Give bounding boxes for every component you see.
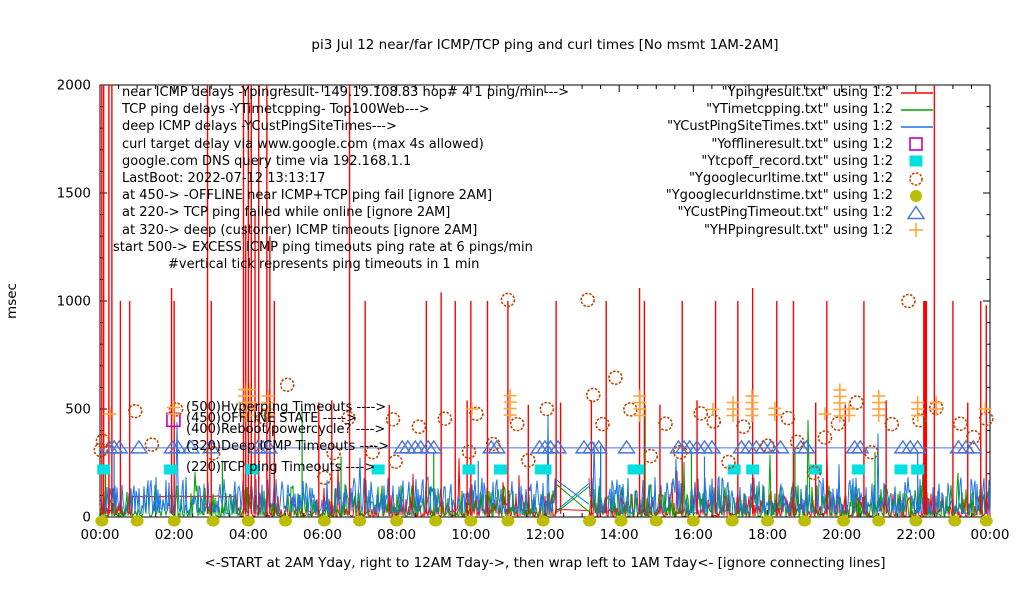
- svg-text:18:00: 18:00: [748, 527, 787, 543]
- svg-text:12:00: 12:00: [526, 527, 565, 543]
- legend-entry: "Ygooglecurltime.txt" using 1:2: [500, 170, 937, 187]
- svg-text:06:00: 06:00: [303, 527, 342, 543]
- legend-entry: "Ytcpoff_record.txt" using 1:2: [500, 153, 937, 170]
- plot-info-line: #vertical tick represents ping timeouts …: [168, 256, 480, 272]
- svg-text:02:00: 02:00: [155, 527, 194, 543]
- legend-entry: "YCustPingTimeout.txt" using 1:2: [500, 204, 937, 221]
- plot-info-line: curl target delay via www.google.com (ma…: [122, 136, 484, 152]
- legend-marker-line: [901, 108, 933, 111]
- curl-time-circles: [93, 292, 994, 485]
- svg-text:0: 0: [82, 510, 91, 526]
- plot-annotation: (220)TCP ping Timeouts ---->: [186, 460, 376, 476]
- plot-info-line: at 320-> deep (customer) ICMP timeouts […: [122, 222, 478, 238]
- plot-info-line: google.com DNS query time via 192.168.1.…: [122, 153, 412, 169]
- legend-entry: "YHPpingresult.txt" using 1:2: [500, 222, 937, 239]
- dns-time-dots: [95, 515, 993, 527]
- plot-info-line: start 500-> EXCESS ICMP ping timeouts pi…: [113, 239, 533, 255]
- legend-label: "YTimetcpping.txt" using 1:2: [706, 102, 893, 118]
- legend-marker-line: [901, 91, 933, 94]
- legend-entry: "YCustPingSiteTimes.txt" using 1:2: [500, 118, 937, 135]
- legend-label: "YHPpingresult.txt" using 1:2: [704, 222, 893, 238]
- legend-marker-triangle-open: [906, 205, 926, 220]
- plot-annotation: (500)Hyperping Timeouts ---->: [186, 400, 387, 415]
- legend-label: "Ygooglecurldnstime.txt" using 1:2: [665, 188, 893, 204]
- legend-marker-square-filled: [909, 155, 923, 167]
- tcp-offline-squares: [97, 464, 925, 475]
- svg-text:1500: 1500: [57, 186, 91, 202]
- plot-info-line: deep ICMP delays -YCustPingSiteTimes--->: [122, 119, 397, 135]
- chart-legend: "Ypingresult.txt" using 1:2 "YTimetcpping…: [500, 84, 937, 239]
- legend-label: "Ypingresult.txt" using 1:2: [721, 85, 893, 101]
- legend-label: "Ytcpoff_record.txt" using 1:2: [701, 153, 893, 169]
- legend-label: "Yofflineresult.txt" using 1:2: [711, 136, 893, 152]
- tick-labels: 0 500 1000 1500 2000 00:00 02:00 04:00 06:00 08:0…: [4, 78, 1009, 544]
- legend-marker-square-open: [909, 137, 923, 151]
- svg-text:14:00: 14:00: [600, 527, 639, 543]
- svg-text:08:00: 08:00: [377, 527, 416, 543]
- plot-info-line: near ICMP delays -Ypingresult- 149.19.10…: [122, 85, 569, 100]
- svg-text:2000: 2000: [57, 78, 91, 94]
- legend-entry: "Yofflineresult.txt" using 1:2: [500, 136, 937, 153]
- legend-label: "YCustPingTimeout.txt" using 1:2: [677, 205, 893, 221]
- plot-annotation: (450)OFFLINE STATE ----->: [186, 410, 357, 426]
- svg-text:00:00: 00:00: [81, 527, 120, 543]
- hp-ping-timeout-pluses: [103, 383, 992, 423]
- chart-title: pi3 Jul 12 near/far ICMP/TCP ping and cu…: [311, 37, 779, 53]
- legend-label: "YCustPingSiteTimes.txt" using 1:2: [667, 119, 893, 135]
- legend-label: "Ygooglecurltime.txt" using 1:2: [689, 171, 893, 187]
- legend-marker-circle-open: [909, 171, 923, 186]
- plot-info-line: TCP ping delays -YTimetcpping- Top100Web…: [122, 102, 430, 118]
- legend-entry: "Ypingresult.txt" using 1:2: [500, 84, 937, 101]
- legend-marker-circle-filled: [910, 189, 922, 202]
- legend-marker-plus: [909, 223, 923, 238]
- svg-text:16:00: 16:00: [674, 527, 713, 543]
- plot-info-block: near ICMP delays -Ypingresult- 149.19.10…: [113, 84, 569, 273]
- plot-annotation: (400)Reboot/powercycle? ---->: [186, 421, 386, 437]
- plot-info-line: at 220-> TCP ping failed while online [i…: [122, 205, 451, 221]
- svg-text:10:00: 10:00: [451, 527, 490, 543]
- legend-entry: "YTimetcpping.txt" using 1:2: [500, 101, 937, 118]
- svg-text:22:00: 22:00: [896, 527, 935, 543]
- svg-text:500: 500: [65, 402, 91, 418]
- deep-icmp-timeout-triangles: [99, 439, 983, 454]
- svg-text:20:00: 20:00: [822, 527, 861, 543]
- gap-connecting-lines: [556, 479, 590, 513]
- svg-text:04:00: 04:00: [229, 527, 268, 543]
- plot-info-line: at 450-> -OFFLINE near ICMP+TCP ping fai…: [122, 188, 493, 204]
- y-axis-label: msec: [4, 283, 20, 319]
- plot-annotation: (320)Deep ICMP Timeouts ---->: [186, 438, 390, 454]
- legend-marker-line: [901, 126, 933, 128]
- svg-text:1000: 1000: [57, 294, 91, 310]
- svg-text:00:00: 00:00: [971, 527, 1010, 543]
- plot-info-line: LastBoot: 2022-07-12 13:13:17: [122, 170, 326, 186]
- x-axis-caption: <-START at 2AM Yday, right to 12AM Tday-…: [204, 555, 886, 571]
- legend-entry: "Ygooglecurldnstime.txt" using 1:2: [500, 187, 937, 204]
